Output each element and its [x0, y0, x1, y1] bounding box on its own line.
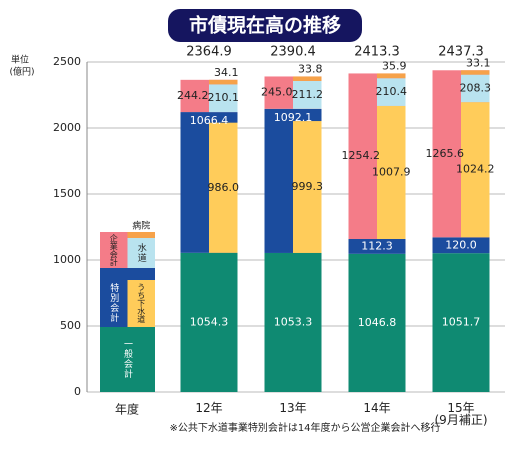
bar-segment — [209, 122, 238, 253]
legend-label: 企業会計 — [109, 233, 118, 267]
legend-swatch — [100, 268, 155, 280]
bar-segment — [348, 253, 406, 392]
value-label: 33.8 — [298, 62, 323, 75]
value-label: 245.0 — [261, 86, 293, 99]
total-label: 2390.4 — [270, 45, 316, 60]
legend-label: うち下水道 — [137, 283, 146, 324]
y-tick-label: 500 — [60, 319, 81, 332]
bar-segment — [461, 74, 490, 103]
total-label: 2364.9 — [186, 45, 232, 60]
x-tick-label: 15年(9月補正) — [435, 401, 488, 427]
bar-segment — [377, 73, 406, 79]
bar-segment — [293, 76, 322, 81]
value-label: 244.2 — [177, 89, 209, 102]
x-tick-label: 12年 — [195, 401, 222, 415]
chart-title: 市債現在高の推移 — [189, 14, 341, 37]
legend-label: 水道 — [136, 242, 147, 263]
bar-segment — [377, 105, 406, 239]
y-tick-label: 0 — [74, 385, 81, 398]
unit-label: (億円) — [9, 66, 34, 78]
bar-segment — [264, 252, 322, 392]
legend-swatch — [127, 280, 155, 327]
value-label: 210.1 — [208, 91, 240, 104]
value-label: 112.3 — [361, 239, 393, 252]
value-label: 33.1 — [466, 56, 491, 69]
y-tick-label: 1500 — [53, 187, 81, 200]
total-label: 2437.3 — [438, 45, 484, 60]
bar-segment — [209, 84, 238, 113]
footnote: ※公共下水道事業特別会計は14年度から公営企業会計へ移行 — [169, 421, 440, 434]
y-tick-label: 2000 — [53, 121, 81, 134]
bar-segment — [293, 121, 322, 253]
bar-segment — [348, 238, 406, 254]
value-label: 1007.9 — [372, 165, 411, 178]
value-label: 1265.6 — [426, 147, 465, 160]
y-tick-label: 1000 — [53, 253, 81, 266]
legend-label: 年度 — [115, 402, 139, 417]
value-label: 34.1 — [214, 66, 239, 79]
value-label: 1051.7 — [442, 316, 481, 329]
title-box — [168, 9, 362, 42]
bar-segment — [432, 253, 490, 392]
value-label: 1092.1 — [274, 111, 313, 124]
value-label: 120.0 — [445, 238, 477, 251]
legend-label: 一般会計 — [122, 339, 133, 379]
value-label: 986.0 — [208, 181, 240, 194]
bar-segment — [432, 237, 490, 254]
bar-segment — [461, 70, 490, 75]
value-label: 1066.4 — [190, 114, 229, 127]
value-label: 1046.8 — [358, 316, 397, 329]
value-label: 1054.3 — [190, 315, 229, 328]
unit-label: 単位 — [11, 54, 29, 66]
legend-swatch — [100, 280, 128, 327]
value-label: 208.3 — [460, 81, 492, 94]
value-label: 1053.3 — [274, 315, 313, 328]
bar-segment — [209, 79, 238, 85]
bar-segment — [180, 252, 238, 392]
legend-swatch — [127, 232, 155, 238]
bar-segment — [377, 78, 406, 106]
y-tick-label: 2500 — [53, 55, 81, 68]
value-label: 211.2 — [292, 88, 324, 101]
bar-segment — [293, 80, 322, 109]
value-label: 1024.2 — [456, 163, 495, 176]
value-label: 210.4 — [376, 85, 408, 98]
bar-segment — [461, 102, 490, 238]
total-label: 2413.3 — [354, 45, 400, 60]
x-tick-label: 14年 — [363, 401, 390, 415]
x-tick-label: 13年 — [279, 401, 306, 415]
legend-swatch — [100, 232, 128, 268]
legend-swatch — [127, 238, 155, 268]
value-label: 35.9 — [382, 59, 407, 72]
legend-label: 特別会計 — [108, 282, 119, 323]
legend-swatch — [100, 327, 155, 392]
value-label: 999.3 — [292, 180, 324, 193]
legend-label: 病院 — [132, 220, 150, 232]
value-label: 1254.2 — [342, 149, 381, 162]
